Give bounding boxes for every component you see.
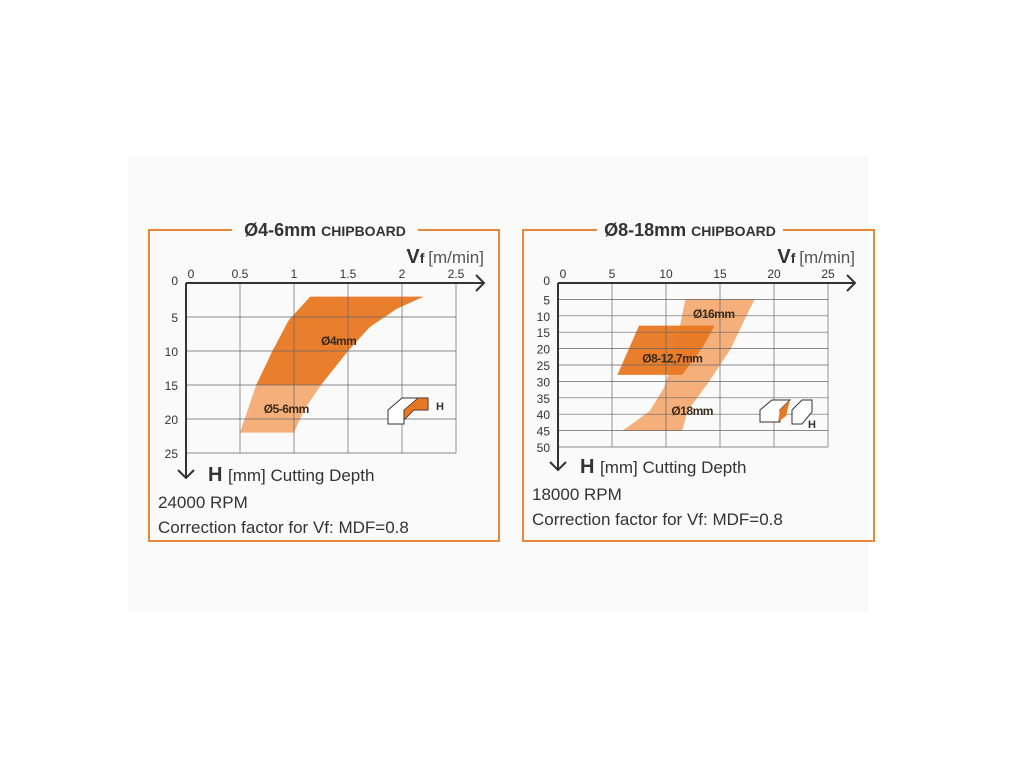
region-label: Ø18mm [671,404,713,418]
region-0 [240,385,321,433]
note-text: Correction factor for Vf: MDF=0.8 [158,518,409,537]
x-tick-label: 1 [291,267,298,281]
groove [403,397,429,421]
note-text: 18000 RPM [532,485,622,504]
x-tick-label: 1.5 [340,267,357,281]
x-tick-label: 2 [399,267,406,281]
x-axis-label: Vf [m/min] [406,246,484,268]
x-tick-label: 0 [560,267,567,281]
region-label: Ø8-12,7mm [642,351,702,365]
x-tick-label: 10 [659,267,673,281]
y-tick-label: 15 [165,379,179,393]
y-tick-label: 10 [165,345,179,359]
title-gap [232,226,418,234]
y-tick-label: 5 [543,293,550,307]
region-1 [256,296,424,385]
y-tick-label: 20 [537,343,551,357]
x-axis-arrow-icon [475,274,486,292]
title-gap [597,226,783,234]
y-tick-label: 0 [543,274,550,288]
y-tick-label: 35 [537,392,551,406]
region-label: Ø5-6mm [264,402,309,416]
h-label: H [436,401,444,413]
y-axis-label: H [mm] Cutting Depth [208,464,374,486]
y-axis-arrow-icon [549,461,567,472]
x-axis-label: Vf [m/min] [777,246,855,268]
region-label: Ø4mm [321,334,356,348]
chart-title: Ø8-18mm CHIPBOARD [604,220,776,240]
x-tick-label: 0.5 [232,267,249,281]
y-tick-label: 45 [537,425,551,439]
chart-1: Ø4-6mm CHIPBOARD 0 0.5 1 1.5 2 2.5 0 5 10 15 20 25 Ø5… [148,220,500,542]
chart-title: Ø4-6mm CHIPBOARD [244,220,406,240]
workpiece-icon: H [387,397,444,425]
y-tick-label: 50 [537,441,551,455]
x-tick-label: 5 [609,267,616,281]
y-tick-label: 25 [537,359,551,373]
x-tick-label: 2.5 [448,267,465,281]
y-tick-label: 20 [165,413,179,427]
block-right [791,399,813,425]
y-tick-label: 10 [537,310,551,324]
y-tick-label: 30 [537,375,551,389]
y-tick-label: 25 [165,447,179,461]
x-tick-label: 20 [767,267,781,281]
y-axis-label: H [mm] Cutting Depth [580,456,746,478]
groove [778,400,790,422]
y-tick-label: 15 [537,326,551,340]
x-tick-label: 25 [821,267,835,281]
h-label: H [808,419,816,431]
y-tick-label: 0 [171,274,178,288]
note-text: Correction factor for Vf: MDF=0.8 [532,510,783,529]
y-tick-label: 5 [171,311,178,325]
x-tick-label: 15 [713,267,727,281]
workpiece-icon: H [759,399,816,431]
x-tick-label: 0 [188,267,195,281]
x-axis-arrow-icon [846,274,857,292]
note-text: 24000 RPM [158,493,248,512]
y-axis-arrow-icon [177,469,195,480]
y-tick-label: 40 [537,408,551,422]
region-label: Ø16mm [693,307,735,321]
